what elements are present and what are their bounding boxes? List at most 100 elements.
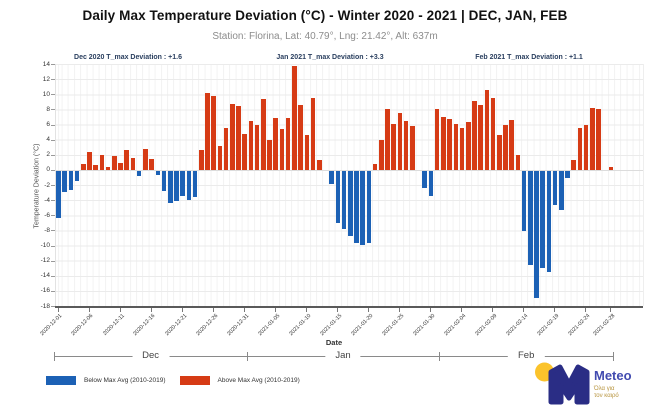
month-label-feb: Feb — [508, 350, 545, 361]
y-tick-label: 6 — [46, 121, 50, 128]
bar-above-avg — [372, 163, 378, 170]
x-tick-mark — [305, 308, 307, 312]
y-tick-mark — [51, 245, 55, 247]
bar-below-avg — [428, 170, 434, 196]
bar-above-avg — [397, 113, 403, 170]
bar-above-avg — [608, 166, 614, 170]
bar-above-avg — [515, 154, 521, 170]
legend-label-above-avg: Above Max Avg (2010-2019) — [217, 377, 300, 384]
bar-above-avg — [577, 128, 583, 170]
x-tick-label: 2021-01-20 — [350, 313, 375, 338]
bar-above-avg — [267, 140, 272, 170]
bar-above-avg — [385, 108, 390, 170]
y-tick-label: -10 — [40, 242, 50, 249]
bar-above-avg — [143, 148, 148, 170]
bar-above-avg — [93, 164, 99, 170]
annotation-feb-deviation: Feb 2021 T_max Deviation : +1.1 — [475, 54, 583, 61]
bar-above-avg — [503, 125, 508, 170]
y-tick-mark — [51, 230, 55, 232]
y-tick-mark — [51, 306, 55, 307]
x-tick-mark — [429, 308, 431, 312]
y-tick-label: 2 — [46, 151, 50, 159]
x-tick-mark — [57, 308, 59, 312]
bar-below-avg — [559, 170, 564, 211]
bar-above-avg — [87, 151, 92, 170]
y-tick-mark — [51, 169, 55, 171]
bar-above-avg — [465, 122, 471, 170]
bar-above-avg — [434, 109, 440, 170]
bar-above-avg — [130, 157, 136, 170]
bar-above-avg — [81, 163, 86, 170]
y-tick-label: -2 — [44, 181, 50, 189]
legend-item-below-avg: Below Max Avg (2010-2019) — [46, 376, 166, 385]
bar-below-avg — [552, 170, 558, 205]
bar-above-avg — [484, 89, 490, 170]
legend-item-above-avg: Above Max Avg (2010-2019) — [179, 376, 300, 385]
y-tick-mark — [51, 215, 55, 217]
y-tick-label: -14 — [40, 272, 50, 280]
logo-tagline-line2: τον καιρό — [594, 392, 619, 399]
x-tick-mark — [398, 308, 400, 312]
y-tick-label: 10 — [42, 90, 50, 98]
x-tick-mark — [554, 308, 556, 312]
bar-below-avg — [180, 170, 185, 196]
month-bracket-tick — [439, 352, 441, 361]
x-tick-label: 2020-12-11 — [101, 313, 126, 337]
y-tick-mark — [51, 200, 55, 202]
bar-below-avg — [534, 170, 539, 298]
bar-above-avg — [211, 95, 216, 170]
x-tick-label: 2021-01-25 — [381, 313, 406, 338]
y-tick-mark — [51, 290, 55, 292]
legend-swatch-above-avg — [179, 376, 210, 385]
bar-above-avg — [453, 123, 459, 170]
y-tick-label: -8 — [44, 226, 50, 234]
x-tick-mark — [461, 308, 462, 312]
x-tick-mark — [610, 308, 611, 312]
bar-below-avg — [341, 170, 347, 230]
bar-below-avg — [347, 170, 353, 236]
month-bracket-tick — [246, 352, 248, 361]
x-tick-label: 2021-02-28 — [592, 313, 617, 338]
x-tick-label: 2021-02-19 — [536, 313, 561, 338]
bar-above-avg — [496, 135, 502, 170]
x-tick-mark — [492, 308, 494, 312]
bar-below-avg — [136, 170, 142, 177]
bar-below-avg — [546, 170, 552, 273]
bar-below-avg — [521, 170, 527, 232]
bar-above-avg — [410, 126, 415, 170]
bar-above-avg — [310, 98, 316, 170]
y-tick-mark — [51, 275, 55, 277]
logo-tagline-line1: Όλα για — [593, 386, 615, 392]
bar-below-avg — [422, 170, 428, 189]
y-tick-label: 4 — [46, 136, 50, 144]
month-bracket-tick — [54, 352, 56, 361]
bar-below-avg — [540, 170, 545, 269]
bar-above-avg — [292, 65, 297, 170]
x-tick-label: 2020-12-31 — [225, 313, 250, 338]
y-tick-mark — [51, 124, 55, 126]
bar-above-avg — [316, 160, 322, 170]
bar-above-avg — [298, 104, 303, 170]
y-tick-mark — [51, 109, 55, 111]
x-tick-mark — [523, 308, 525, 312]
bar-above-avg — [230, 104, 235, 170]
bar-above-avg — [279, 129, 285, 170]
bar-below-avg — [360, 170, 365, 245]
bar-above-avg — [447, 119, 452, 170]
y-tick-mark — [51, 94, 55, 96]
bar-below-avg — [186, 170, 192, 200]
bar-above-avg — [261, 98, 266, 170]
bar-below-avg — [366, 170, 372, 243]
bar-above-avg — [99, 154, 105, 170]
y-tick-label: 14 — [42, 60, 50, 68]
zero-line — [56, 169, 643, 171]
bar-above-avg — [509, 119, 514, 170]
x-tick-mark — [336, 308, 338, 312]
x-tick-label: 2021-01-05 — [256, 313, 282, 338]
bar-above-avg — [118, 163, 123, 170]
bar-above-avg — [590, 107, 595, 170]
bar-below-avg — [74, 170, 80, 181]
x-tick-mark — [119, 308, 121, 312]
x-tick-mark — [150, 308, 152, 312]
month-label-jan: Jan — [325, 350, 361, 361]
